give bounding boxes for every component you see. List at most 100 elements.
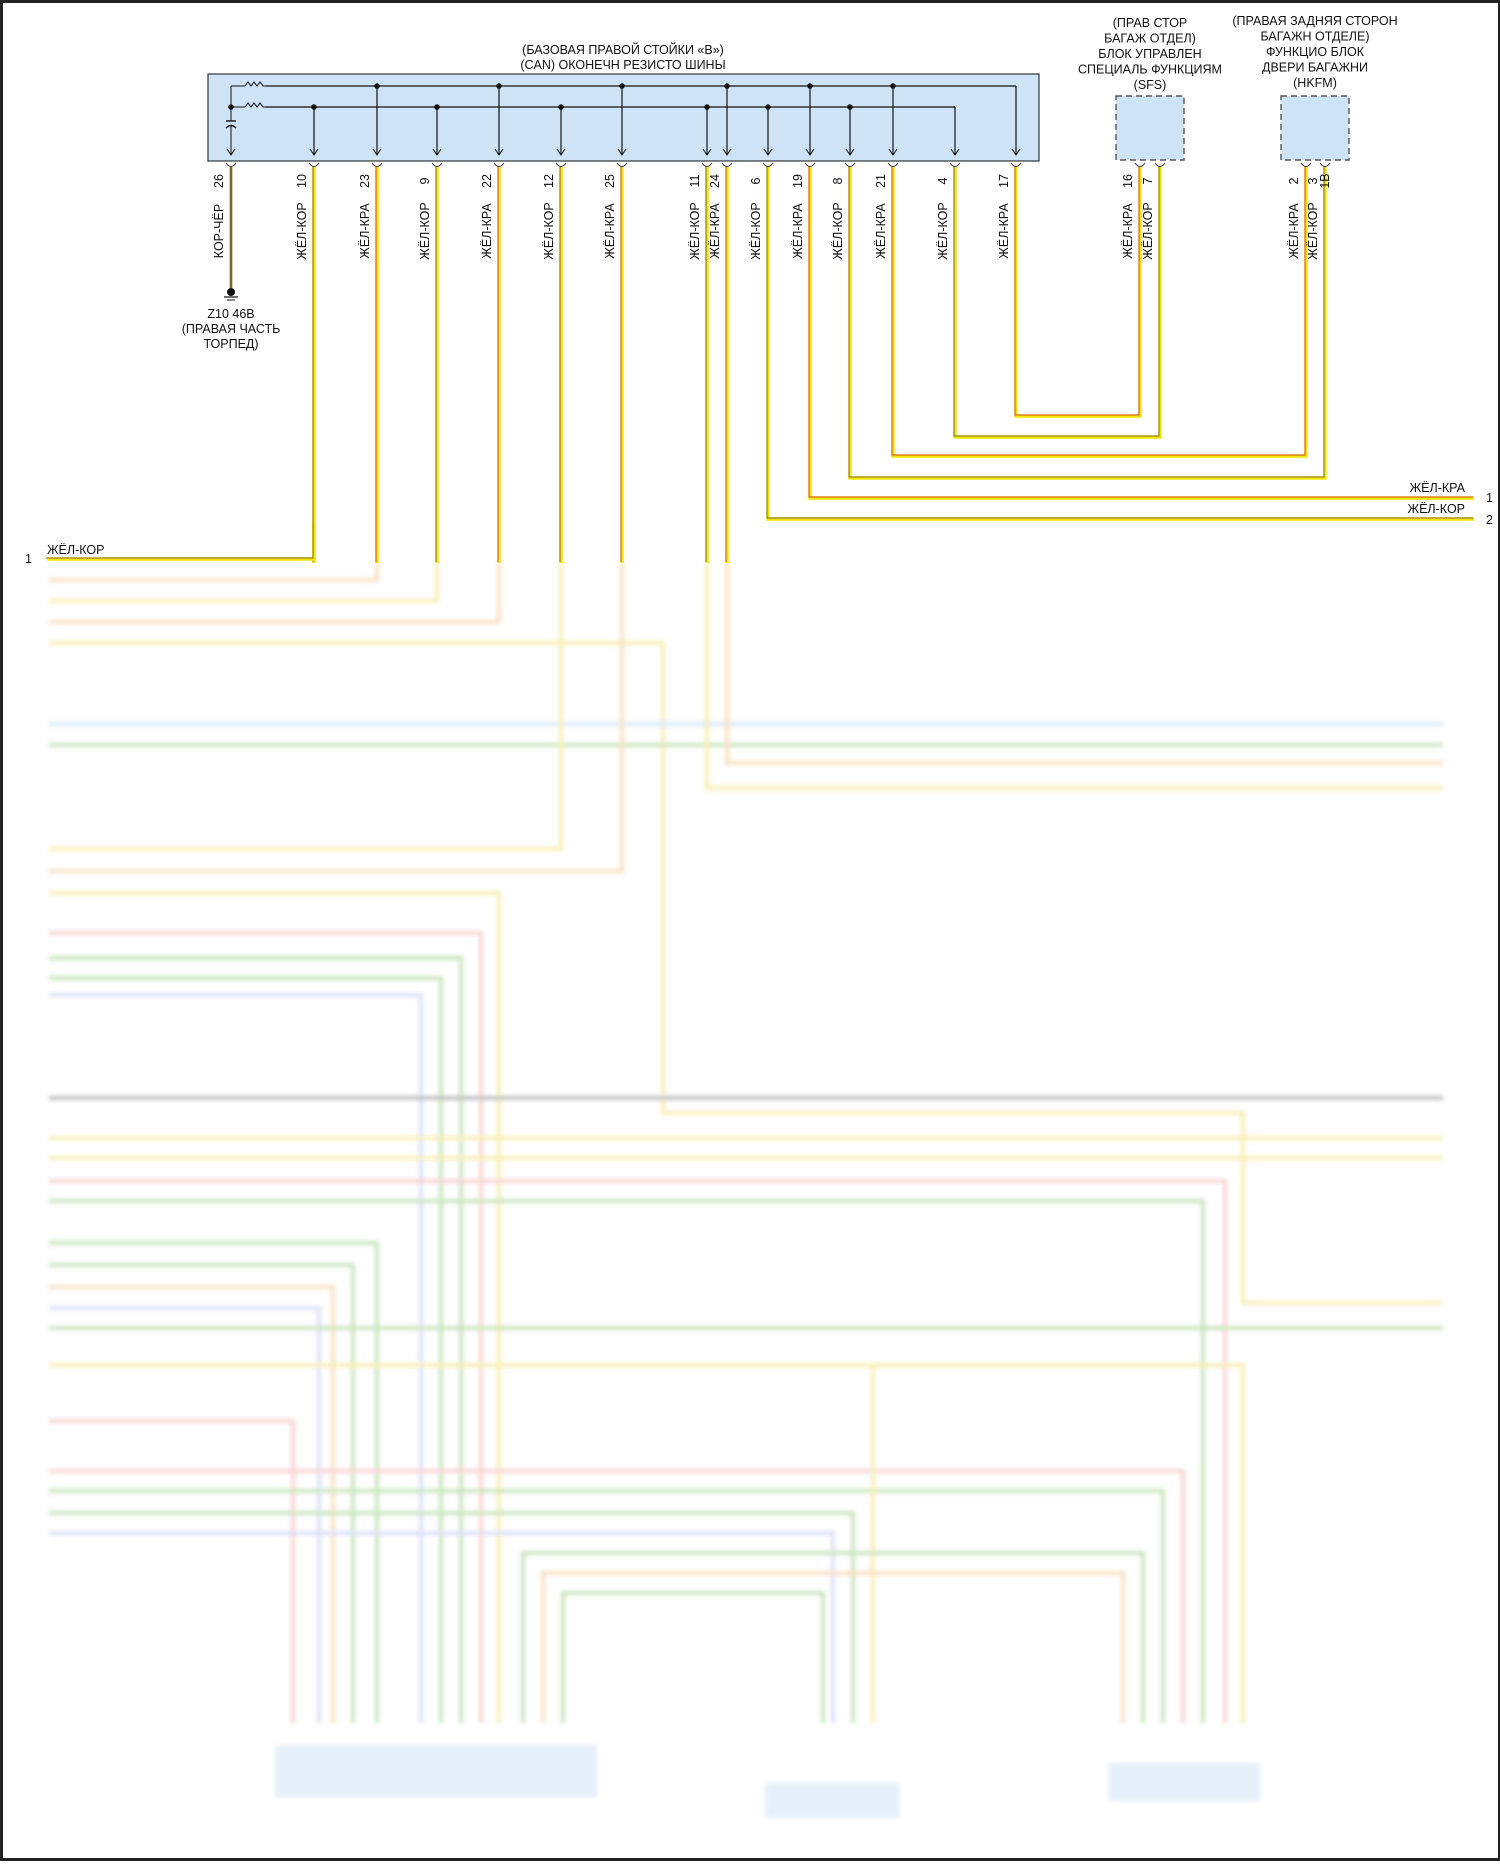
blurred-wire [49,956,463,1723]
wire-19-output-1-stripe [808,166,1473,498]
arrow-icon [617,148,627,156]
ground-label-2: (ПРАВАЯ ЧАСТЬ [182,322,281,336]
pin-number: 24 [708,174,722,188]
wire-color-label: ЖЁЛ-КРА [1121,203,1135,259]
can-terminator-module [207,73,1040,162]
sfs-module [1115,95,1185,161]
wire-21-to-hkfm-2 [891,167,1308,458]
pin-number: 22 [480,174,494,188]
blurred-wire [49,563,379,582]
blurred-wire [49,976,443,1723]
wire-color-label: ЖЁЛ-КОР [1141,202,1155,259]
arrow-icon [805,148,815,156]
connector-icon [804,162,816,167]
main-unit-title-1: (БАЗОВАЯ ПРАВОЙ СТОЙКИ «B») [522,42,724,57]
output-2-num: 2 [1486,513,1493,527]
junction-dot [619,83,625,89]
blurred-wire [521,1551,1145,1723]
junction-dot [496,83,502,89]
wire-color-label: ЖЁЛ-КОР [295,202,309,259]
wire-color-label: ЖЁЛ-КРА [997,203,1011,259]
blurred-module [1108,1763,1260,1801]
output-2-wire: ЖЁЛ-КОР [1408,502,1465,516]
blurred-wire [49,563,501,624]
wire-8-to-hkfm-3 [848,167,1327,480]
pin-labels: 26КОР-ЧЁР10ЖЁЛ-КОР23ЖЁЛ-КРА9ЖЁЛ-КОР22ЖЁЛ… [212,162,1332,260]
wire-color-label: ЖЁЛ-КОР [936,202,950,259]
wire-color-label: ЖЁЛ-КРА [603,203,617,259]
blurred-wire [49,1241,379,1723]
arrow-icon [309,148,319,156]
connector-icon [555,162,567,167]
sfs-label-line: (SFS) [1134,78,1167,92]
hkfm-label-line: (HKFM) [1293,76,1337,90]
junction-dot [311,104,317,110]
wire-17-to-sfs-16-stripe [1014,166,1140,416]
pin-number: 25 [603,174,617,188]
arrow-icon [226,148,236,156]
wire-color-label: ЖЁЛ-КРА [1287,203,1301,259]
blurred-wire [49,1306,321,1723]
blurred-wire [49,563,624,873]
junction-dot [807,83,813,89]
blurred-wire [49,1285,335,1723]
wire-color-label: ЖЁЛ-КОР [688,202,702,259]
junction-dot [434,104,440,110]
connector-icon [887,162,899,167]
blurred-wire [49,931,483,1723]
blurred-wire [49,1263,355,1723]
main-unit-title-2: (CAN) ОКОНЕЧН РЕЗИСТО ШИНЫ [520,58,725,72]
pin-number: 12 [542,174,556,188]
output-1-wire: ЖЁЛ-КРА [1410,481,1466,495]
sfs-label-line: БЛОК УПРАВЛЕН [1098,47,1201,61]
connector-icon [701,162,713,167]
sfs-label-line: БАГАЖ ОТДЕЛ) [1104,32,1196,46]
arrow-icon [763,148,773,156]
connector-icon [721,162,733,167]
wire-19-output-1 [808,167,1474,500]
wire-6-output-2-stripe [766,166,1473,519]
pin-number: 10 [295,174,309,188]
wire-8-to-hkfm-3-stripe [848,166,1325,478]
pin-number: 26 [212,174,226,188]
arrow-icon [556,148,566,156]
lower-left-num: 1 [25,552,32,566]
ground-label-1: Z10 46B [207,307,254,321]
wire-4-to-sfs-7-stripe [953,166,1160,437]
connector-icon [844,162,856,167]
connector-icon [616,162,628,167]
lower-left-wire: ЖЁЛ-КОР [47,543,104,557]
module-circuit [225,81,1021,156]
blurred-wire [705,563,1443,790]
hkfm-label-line: ДВЕРИ БАГАЖНИ [1262,61,1368,75]
wire-color-label: КОР-ЧЁР [212,204,226,258]
connector-icon [1300,162,1312,167]
blurred-wire [49,1199,1205,1723]
wire-color-label: ЖЁЛ-КОР [542,202,556,259]
pin-number: 8 [831,177,845,184]
blurred-wire [49,1489,1165,1723]
blurred-wire [49,1531,835,1723]
junction-dot [558,104,564,110]
blurred-wire [49,1363,1245,1723]
junction-dot [374,83,380,89]
wire-color-label: ЖЁЛ-КРА [480,203,494,259]
wire-color-label: ЖЁЛ-КОР [418,202,432,259]
connector-icon [1010,162,1022,167]
blurred-wire [49,993,423,1723]
connector-icon [493,162,505,167]
ground-icon [224,288,238,301]
connector-icon [225,162,237,167]
blurred-wire [49,1511,855,1723]
pin-number: 17 [997,174,1011,188]
capacitor-icon [225,124,237,129]
wire-21-to-hkfm-2-stripe [891,166,1306,456]
arrow-icon [702,148,712,156]
arrow-icon [950,148,960,156]
pin-number: 3 [1306,177,1320,184]
connector-icon [371,162,383,167]
pin-number: 19 [791,174,805,188]
pin-number: 2 [1287,177,1301,184]
sfs-label: (ПРАВ СТОР БАГАЖ ОТДЕЛ)БЛОК УПРАВЛЕН СПЕЦИ… [1078,16,1222,92]
